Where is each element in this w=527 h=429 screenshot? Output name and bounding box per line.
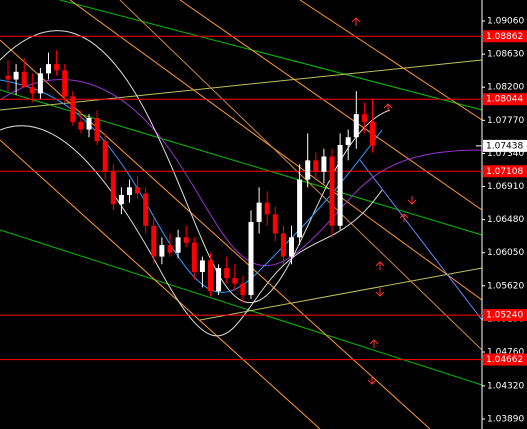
- candle-body: [272, 214, 278, 234]
- candle-body: [110, 171, 116, 205]
- candle-body: [345, 137, 351, 145]
- candle-body: [321, 156, 327, 172]
- y-tick-label: 1.03890: [487, 414, 524, 424]
- y-tick-label: 1.09060: [487, 17, 524, 27]
- candle-body: [232, 278, 238, 284]
- candle-body: [5, 75, 11, 80]
- candle-body: [167, 245, 173, 253]
- candle-body: [70, 96, 76, 122]
- candle-body: [289, 237, 294, 257]
- candle-body: [13, 71, 19, 80]
- y-tick-label: 1.04760: [487, 348, 524, 358]
- level-label-box: [483, 165, 527, 178]
- current-price-label: 1.07438: [486, 141, 523, 151]
- candle-body: [159, 245, 165, 257]
- candle-body: [353, 114, 359, 138]
- arrows: [351, 17, 417, 385]
- candle-body: [280, 233, 286, 257]
- level-label-box: [483, 30, 527, 43]
- candle-body: [183, 237, 189, 243]
- candle-body: [127, 187, 132, 195]
- candle-body: [256, 202, 262, 222]
- level-label: 1.04662: [486, 355, 523, 365]
- candle-body: [118, 194, 124, 205]
- candle-body: [54, 64, 60, 71]
- candle-body: [370, 121, 375, 146]
- candle-body: [151, 225, 157, 257]
- candle-body: [29, 87, 35, 94]
- candle-body: [199, 260, 205, 272]
- candle-body: [102, 141, 108, 172]
- y-tick-label: 1.07340: [487, 149, 524, 159]
- y-tick-label: 1.06910: [487, 182, 524, 192]
- candle-body: [224, 268, 230, 279]
- y-tick-label: 1.06480: [487, 215, 524, 225]
- candle-body: [313, 160, 319, 172]
- y-tick-label: 1.04320: [487, 381, 524, 391]
- level-label: 1.07108: [486, 167, 523, 177]
- level-label: 1.08862: [486, 32, 523, 42]
- candle-body: [264, 202, 270, 215]
- level-label-box: [483, 353, 527, 366]
- candle-body: [297, 179, 303, 238]
- y-tick-label: 1.08630: [487, 50, 524, 60]
- candle-body: [337, 144, 343, 226]
- candle-body: [329, 156, 335, 226]
- candle-body: [208, 260, 213, 292]
- candle-body: [94, 118, 100, 142]
- candle-body: [46, 64, 51, 74]
- y-tick-label: 1.07770: [487, 116, 524, 126]
- candle-body: [143, 193, 149, 226]
- level-label-box: [483, 309, 527, 322]
- candle-body: [78, 121, 84, 130]
- candle-body: [248, 221, 254, 296]
- candle-body: [62, 70, 68, 97]
- current-price-box: [483, 139, 527, 152]
- trend-lines: [0, 0, 483, 429]
- y-tick-label: 1.06050: [487, 248, 524, 258]
- candle-body: [191, 242, 197, 272]
- candle-body: [21, 71, 27, 88]
- candle-body: [175, 237, 181, 253]
- candle-body: [216, 268, 222, 292]
- level-label: 1.05240: [486, 311, 523, 321]
- candle-body: [86, 118, 92, 130]
- candle-body: [305, 160, 311, 180]
- candle-body: [361, 114, 367, 122]
- candle-body: [240, 283, 246, 296]
- y-tick-label: 1.08200: [487, 83, 524, 93]
- candle-body: [37, 73, 43, 94]
- y-tick-label: 1.05620: [487, 281, 524, 291]
- candle-body: [135, 187, 141, 194]
- level-label-box: [483, 93, 527, 106]
- level-label: 1.08044: [486, 95, 523, 105]
